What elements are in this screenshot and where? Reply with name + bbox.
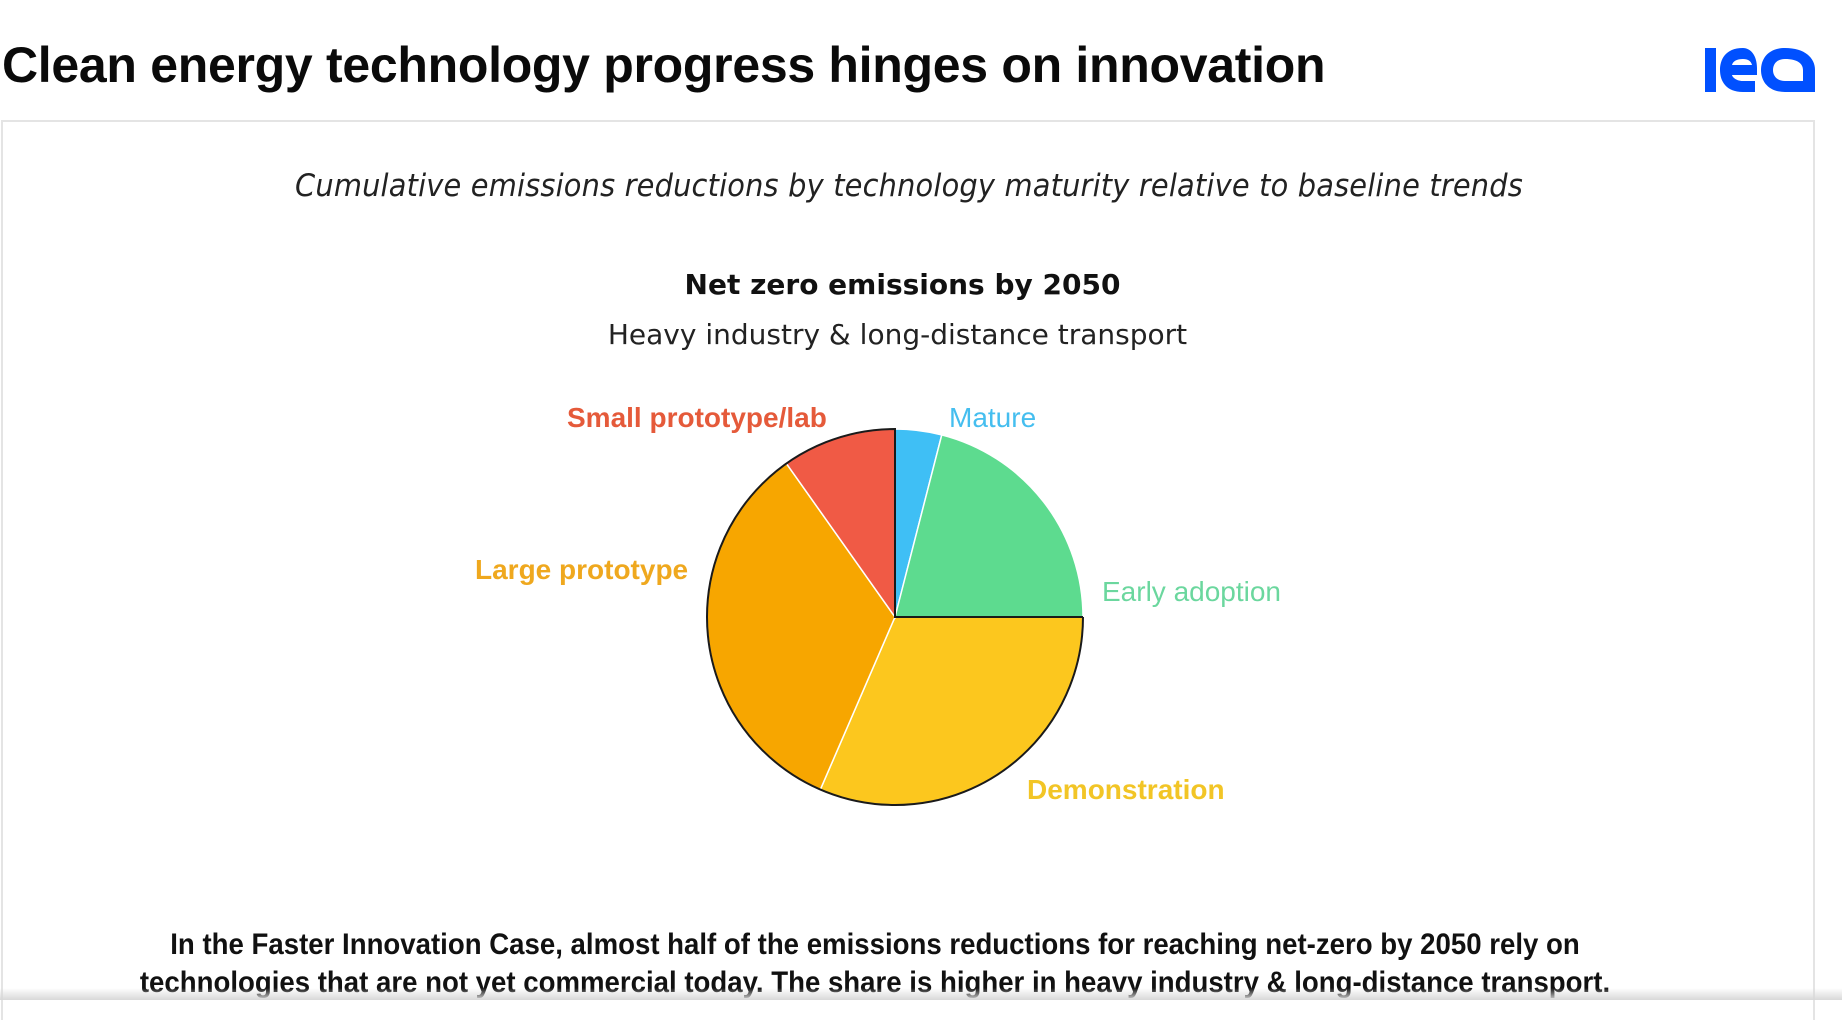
- chart-header: Cumulative emissions reductions by techn…: [295, 168, 1523, 204]
- pie-outline: [706, 427, 1084, 806]
- chart-subtitle: Heavy industry & long-distance transport: [607, 318, 1188, 351]
- bottom-shade: [0, 988, 1842, 1000]
- slide-title: Clean energy technology progress hinges …: [2, 37, 1326, 93]
- iea-logo-icon: [1705, 48, 1815, 92]
- label-small-prototype: Small prototype/lab: [567, 402, 827, 433]
- pie-chart: [706, 427, 1084, 806]
- chart-title: Net zero emissions by 2050: [684, 268, 1121, 301]
- pie-slice-early-adoption: [894, 433, 1084, 618]
- label-large-prototype: Large prototype: [475, 554, 689, 585]
- caption-line-1: In the Faster Innovation Case, almost ha…: [170, 928, 1580, 961]
- label-early-adoption: Early adoption: [1102, 576, 1282, 607]
- label-mature: Mature: [949, 402, 1037, 433]
- label-demonstration: Demonstration: [1027, 774, 1225, 805]
